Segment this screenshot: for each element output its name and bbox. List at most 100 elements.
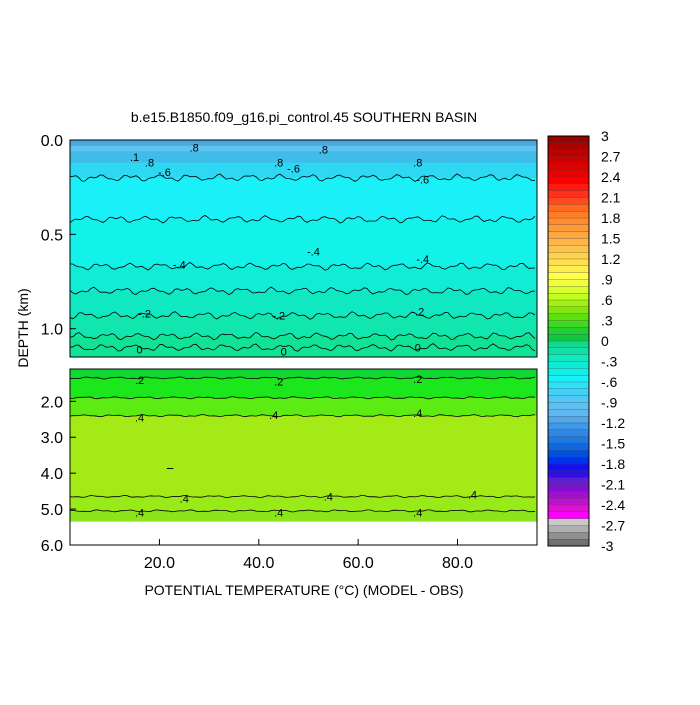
contour-line <box>69 214 536 224</box>
colorbar-swatch <box>547 211 590 219</box>
x-tick-label: 20.0 <box>144 555 175 572</box>
colorbar-label: 1.2 <box>601 251 621 267</box>
colorbar-swatch <box>547 429 590 438</box>
colorbar: 3 2.7 2.4 2.1 1.8 1.5 1.2 .9 .6 .3 0 -.3 -.6 -.9 -1.2 -… <box>547 128 625 554</box>
y-tick-label: 0.5 <box>41 227 63 244</box>
colorbar-swatch <box>547 422 590 431</box>
x-tick-label: 40.0 <box>243 555 274 572</box>
colorbar-label: .3 <box>601 313 613 329</box>
colorbar-label: .6 <box>601 292 613 308</box>
colorbar-swatch <box>547 354 590 362</box>
colorbar-swatch <box>547 416 590 424</box>
y-tick-label: 3.0 <box>41 430 63 447</box>
contour-label: .2 <box>135 375 144 387</box>
colorbar-swatch <box>547 176 590 185</box>
colorbar-swatch <box>547 258 590 267</box>
contour-band <box>70 151 537 164</box>
y-tick-label: 2.0 <box>41 394 63 411</box>
colorbar-swatch <box>547 511 590 520</box>
colorbar-swatch <box>547 388 590 397</box>
colorbar-swatch <box>547 409 590 417</box>
contour-label: .8 <box>274 158 283 170</box>
contour-band <box>70 496 537 512</box>
contour-label: .1 <box>130 152 139 164</box>
colorbar-swatch <box>547 279 590 287</box>
colorbar-swatch <box>547 361 590 369</box>
y-tick-label: 0.0 <box>41 133 63 150</box>
contour-label: -.6 <box>416 175 429 187</box>
colorbar-swatch <box>547 313 590 321</box>
contour-label: -.4 <box>416 254 429 266</box>
colorbar-swatch <box>547 190 590 198</box>
colorbar-swatch <box>547 450 590 458</box>
colorbar-label: 1.5 <box>601 231 621 247</box>
colorbar-swatch <box>547 299 590 308</box>
contour-label: -.2 <box>411 307 424 319</box>
colorbar-swatch <box>547 286 590 294</box>
contour-label: .8 <box>145 158 154 170</box>
contour-band <box>70 266 537 292</box>
colorbar-label: 2.1 <box>601 190 621 206</box>
colorbar-label: 1.8 <box>601 210 621 226</box>
colorbar-swatch <box>547 457 590 465</box>
contour-band <box>70 219 537 267</box>
colorbar-swatch <box>547 375 590 383</box>
contour-label: -.4 <box>307 246 320 258</box>
colorbar-swatch <box>547 525 590 533</box>
colorbar-swatch <box>547 443 590 451</box>
chart-title: b.e15.B1850.f09_g16.pi_control.45 SOUTHE… <box>131 109 477 125</box>
colorbar-swatch <box>547 402 590 410</box>
y-tick-label: 6.0 <box>41 538 63 555</box>
x-tick-label: 80.0 <box>442 555 473 572</box>
colorbar-swatch <box>547 320 590 328</box>
colorbar-label: -2.4 <box>601 497 625 513</box>
colorbar-label: -1.5 <box>601 436 625 452</box>
colorbar-label: -.3 <box>601 354 618 370</box>
colorbar-label: 2.4 <box>601 169 621 185</box>
colorbar-swatch <box>547 204 590 212</box>
contour-line <box>69 343 536 352</box>
colorbar-label: -2.1 <box>601 477 625 493</box>
contour-label: .4 <box>180 493 189 505</box>
colorbar-label: -.6 <box>601 374 618 390</box>
y-tick-label: 1.0 <box>41 322 63 339</box>
contour-label: .2 <box>274 377 283 389</box>
x-tick-label: 60.0 <box>343 555 374 572</box>
colorbar-swatch <box>547 217 590 226</box>
contour-label: -.4 <box>173 260 186 272</box>
contour-label: -.2 <box>138 309 151 321</box>
colorbar-label: -1.8 <box>601 456 625 472</box>
y-tick-label: 4.0 <box>41 466 63 483</box>
colorbar-swatch <box>547 470 590 479</box>
contour-band <box>70 145 537 152</box>
contour-band <box>70 369 537 379</box>
colorbar-swatch <box>547 334 590 342</box>
colorbar-swatch <box>547 477 590 485</box>
colorbar-frame <box>547 135 590 547</box>
contour-line <box>69 376 536 380</box>
contour-band <box>70 397 537 417</box>
colorbar-swatch <box>547 245 590 253</box>
colorbar-swatch <box>547 484 590 492</box>
contour-band <box>70 177 537 220</box>
colorbar-swatch <box>547 231 590 239</box>
contour-band <box>70 140 537 147</box>
contour-label: 0 <box>281 346 287 358</box>
colorbar-label: 2.7 <box>601 149 621 165</box>
contour-line <box>69 396 536 400</box>
colorbar-swatch <box>547 491 590 499</box>
colorbar-swatch <box>547 224 590 233</box>
contour-label: .4 <box>468 490 477 502</box>
contour-label: .4 <box>413 508 422 520</box>
colorbar-label: -1.2 <box>601 415 625 431</box>
contour-line <box>69 494 536 499</box>
colorbar-swatch <box>547 498 590 506</box>
y-tick-label: 5.0 <box>41 502 63 519</box>
colorbar-swatch <box>547 272 590 280</box>
colorbar-swatch <box>547 340 590 349</box>
colorbar-swatch <box>547 436 590 444</box>
colorbar-swatch <box>547 183 590 192</box>
contour-band <box>70 377 537 399</box>
colorbar-swatch <box>547 265 590 274</box>
